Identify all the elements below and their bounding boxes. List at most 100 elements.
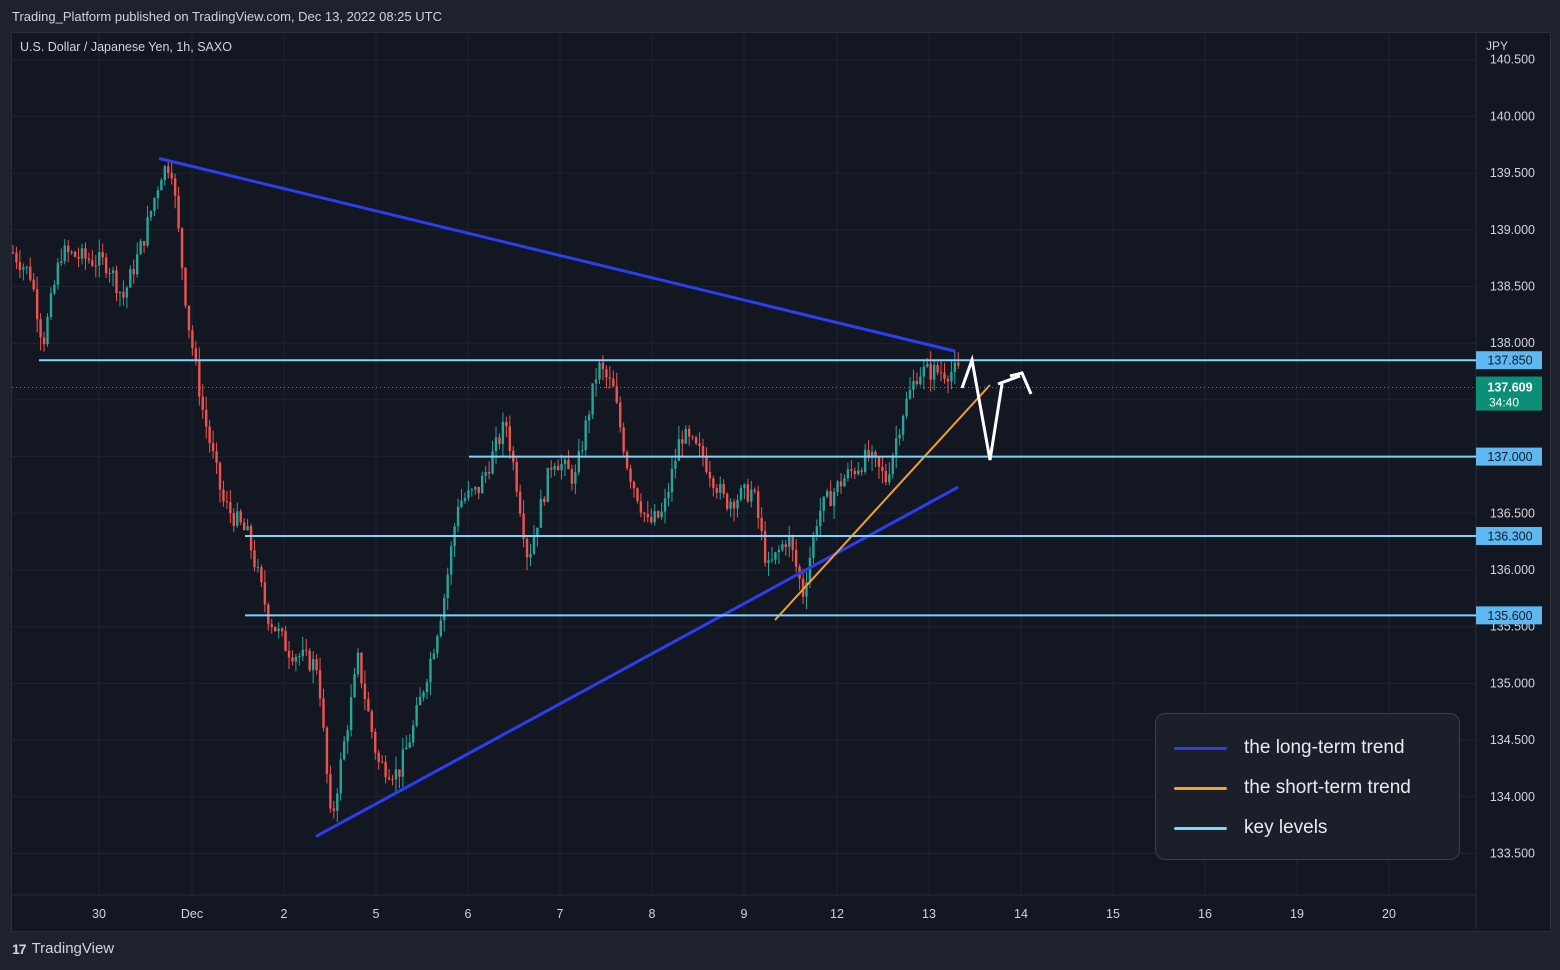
candle-body (104, 257, 108, 274)
candle-body (387, 777, 391, 780)
key-level-badge (1476, 606, 1542, 625)
candle-body (525, 538, 529, 558)
candle-body (884, 471, 888, 483)
candle-body (594, 379, 598, 384)
published-caption: Trading_Platform published on TradingVie… (12, 9, 442, 24)
symbol-title[interactable]: U.S. Dollar / Japanese Yen, 1h, SAXO (20, 40, 232, 54)
candle-body (401, 749, 405, 777)
candle-body (612, 378, 615, 387)
trendline-2[interactable] (774, 384, 991, 621)
candle-body (801, 578, 805, 597)
candle-body (694, 437, 698, 444)
candle-body (784, 544, 787, 548)
candle-body (491, 451, 494, 474)
candle-body (532, 536, 536, 554)
candle-body (712, 478, 715, 489)
candle-body (601, 362, 605, 370)
candle-body (481, 475, 484, 494)
candle-body (205, 409, 208, 427)
candle-body (405, 747, 408, 750)
trendline-1[interactable] (315, 485, 959, 838)
candle-body (632, 481, 636, 489)
x-tick-label: 2 (281, 907, 288, 921)
candle-body (449, 546, 453, 575)
y-tick-label: 136.500 (1490, 506, 1535, 520)
candle-body (318, 670, 322, 699)
candle-body (826, 491, 829, 497)
candle-body (180, 228, 184, 268)
x-tick-label: 16 (1198, 907, 1212, 921)
x-tick-label: 9 (741, 907, 748, 921)
candle-body (394, 769, 398, 780)
projection-path[interactable] (960, 354, 1004, 461)
candle-body (674, 460, 677, 469)
x-tick-label: 7 (557, 907, 564, 921)
x-tick-label: 15 (1106, 907, 1120, 921)
candle-body (408, 742, 411, 748)
candle-body (242, 522, 246, 531)
candle-body (311, 659, 315, 671)
candle-body (853, 470, 856, 474)
candle-body (763, 531, 767, 563)
legend-swatch-key-levels (1174, 826, 1227, 830)
candle-body (587, 414, 591, 421)
candle-body (191, 330, 194, 349)
candle-body (184, 267, 187, 306)
candle-body (360, 652, 363, 684)
candle-body (870, 451, 874, 458)
candle-body (94, 265, 97, 267)
candle-body (305, 649, 308, 651)
x-tick-label: 14 (1014, 907, 1028, 921)
key-level-label: 135.600 (1487, 609, 1532, 623)
candle-body (629, 468, 632, 482)
candle-body (650, 517, 653, 523)
candle-body (474, 486, 477, 490)
key-level-badge (1476, 526, 1542, 545)
trendline-0[interactable] (158, 156, 956, 353)
candle-body (80, 248, 84, 259)
candle-body (443, 598, 446, 621)
candle-body (380, 761, 384, 763)
logo-text: TradingView (31, 940, 115, 957)
candle-body (356, 652, 360, 675)
candle-body (546, 467, 549, 502)
candle-body (615, 386, 618, 403)
candle-body (91, 260, 94, 266)
tradingview-logo[interactable]: 17 TradingView (12, 940, 114, 957)
candle-body (367, 699, 370, 712)
candle-body (84, 248, 87, 259)
candle-body (260, 567, 263, 583)
candle-body (625, 452, 629, 469)
candle-body (515, 461, 518, 492)
candle-body (732, 501, 736, 509)
candle-body (939, 372, 943, 374)
candle-body (32, 279, 35, 290)
candle-body (656, 511, 660, 518)
candle-body (118, 292, 122, 294)
candle-body (249, 526, 253, 551)
candle-body (777, 549, 781, 553)
legend-label: the long-term trend (1244, 737, 1405, 758)
candle-body (822, 496, 825, 511)
candle-body (539, 498, 543, 528)
candle-body (908, 389, 912, 399)
candle-body (715, 488, 718, 493)
key-level-label: 137.000 (1487, 450, 1532, 464)
candle-body (584, 420, 587, 451)
candle-body (139, 241, 142, 255)
y-tick-label: 140.500 (1490, 53, 1535, 67)
y-tick-label: 139.000 (1490, 223, 1535, 237)
candle-body (173, 178, 177, 196)
candle-body (436, 636, 439, 654)
candle-body (332, 808, 336, 811)
candle-body (415, 705, 418, 726)
candle-body (770, 559, 774, 561)
candle-body (325, 727, 329, 774)
candle-body (946, 378, 950, 382)
candle-body (753, 489, 756, 492)
projection-path-2[interactable] (997, 374, 1021, 386)
x-tick-label: 13 (922, 907, 936, 921)
candle-body (446, 574, 449, 599)
candle-body (863, 449, 867, 472)
